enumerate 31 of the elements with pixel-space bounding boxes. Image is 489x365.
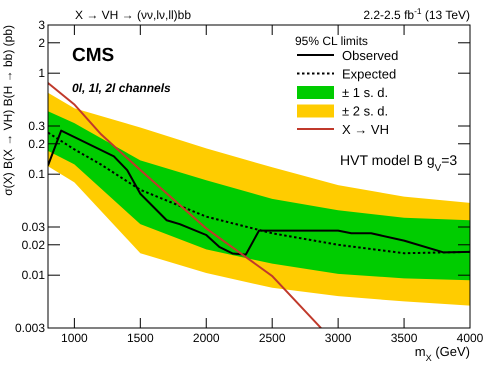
x-tick-label: 4000 bbox=[456, 331, 484, 345]
y-tick-label: 1 bbox=[38, 66, 46, 80]
y-axis-title: σ(X) B(X → VH) B(H → bb) (pb) bbox=[1, 25, 15, 196]
y-tick-label: 2 bbox=[38, 36, 46, 50]
x-tick-label: 2500 bbox=[258, 331, 286, 345]
line-series bbox=[48, 82, 322, 328]
x-tick-label: 1000 bbox=[61, 331, 88, 345]
y-tick-label: 0.03 bbox=[22, 220, 46, 234]
annotation: HVT model B g$_{V}$=3 bbox=[340, 152, 458, 174]
annotation: CMS bbox=[72, 45, 114, 66]
y-tick-label: 0.003 bbox=[14, 321, 46, 335]
x-axis-title: m$_{X}$ (GeV) bbox=[414, 344, 470, 363]
legend-label: ± 1 s. d. bbox=[342, 85, 388, 100]
y-tick-label: 0.1 bbox=[28, 167, 46, 182]
x-tick-label: 1500 bbox=[126, 331, 154, 345]
y-tick-label: 0.3 bbox=[28, 119, 46, 133]
legend-label: Expected bbox=[342, 66, 396, 82]
y-tick-label: 0.02 bbox=[22, 238, 46, 252]
chart-title: X → VH → (νν,lν,ll)bb bbox=[75, 8, 192, 22]
x-tick-label: 3000 bbox=[324, 331, 352, 345]
y-tick-label: 3 bbox=[38, 18, 46, 32]
y-tick-label: 0.2 bbox=[28, 136, 46, 151]
x-tick-label: 3500 bbox=[390, 331, 418, 345]
x-tick-label: 2000 bbox=[192, 331, 220, 345]
chart-subtitle: 2.2-2.5 fb$^{-1}$ (13 TeV) bbox=[363, 6, 470, 22]
legend-label: ± 2 s. d. bbox=[342, 104, 388, 118]
legend-title: 95% CL limits bbox=[295, 34, 368, 48]
y-tick-label: 0.01 bbox=[22, 268, 46, 282]
annotation: 0l, 1l, 2l channels bbox=[72, 81, 172, 95]
legend-label: X → VH bbox=[342, 122, 389, 137]
legend-label: Observed bbox=[342, 48, 398, 63]
